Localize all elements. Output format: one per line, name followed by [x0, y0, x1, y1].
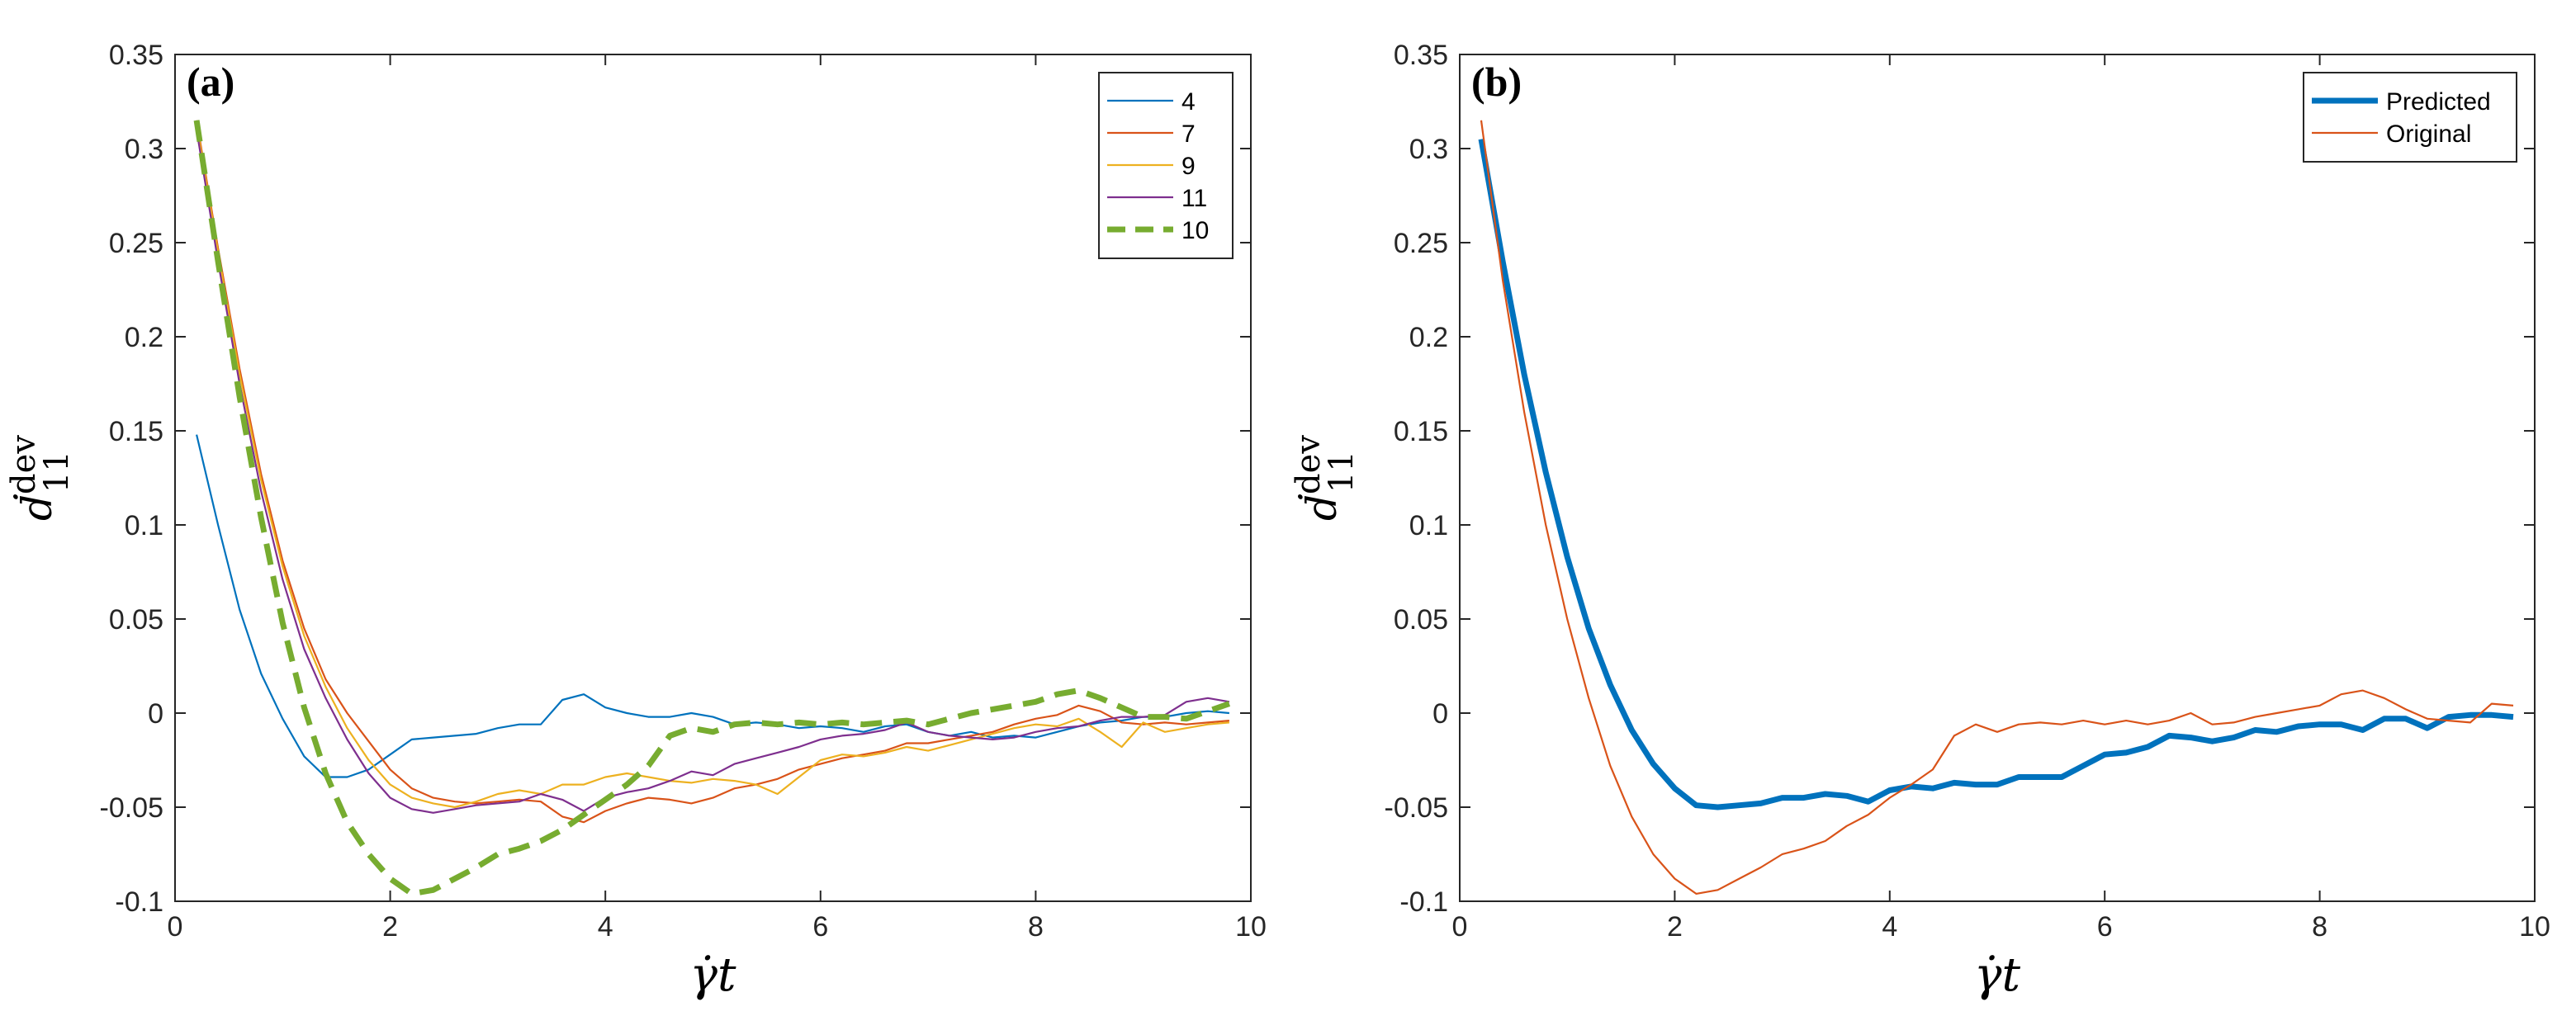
x-tick-label: 10: [2519, 911, 2550, 943]
y-tick-label: -0.1: [115, 886, 163, 918]
legend-label: 10: [1181, 217, 1209, 244]
y-axis-label: ḋdev11: [5, 435, 76, 521]
legend-label: 11: [1181, 185, 1207, 212]
series-line-predicted: [1478, 138, 2514, 810]
x-tick-label: 0: [168, 911, 183, 943]
y-tick-label: 0.1: [1409, 510, 1448, 541]
y-tick-label: -0.05: [1385, 792, 1449, 824]
y-tick-label: 0.15: [109, 416, 163, 447]
series-line-7: [196, 120, 1229, 824]
legend-label: 4: [1181, 88, 1196, 116]
legend: 4 7 9 11 10: [1098, 72, 1234, 259]
y-tick-label: -0.1: [1399, 886, 1448, 918]
x-tick-label: 2: [1667, 911, 1683, 943]
series-line-original: [1480, 120, 2514, 895]
y-tick-label: 0.3: [1409, 134, 1448, 165]
y-tick-label: 0.25: [1394, 228, 1448, 259]
y-tick-label: 0: [1432, 698, 1448, 730]
y-tick-label: 0.1: [125, 510, 163, 541]
panel-b: 0 2 4 6 8 10 -0.1 -0.05 0 0.05 0.1 0.15 0.2 0.25 0.3 0.…: [1290, 40, 2550, 1002]
panel-a: 0 2 4 6 8 10 -0.1 -0.05 0 0.05 0.1 0.15 0.2 0.25 0.3 0.…: [5, 40, 1267, 1002]
x-axis-label: γ̇t: [690, 948, 736, 1002]
y-axis-label: ḋdev11: [1290, 435, 1361, 521]
legend-label: Original: [2386, 121, 2471, 148]
y-tick-label: 0: [148, 698, 163, 730]
x-tick-label: 0: [1452, 911, 1468, 943]
series-line-9: [196, 124, 1229, 809]
panel-label: (a): [187, 59, 234, 105]
plot-area: [174, 54, 1252, 902]
legend-label: 7: [1181, 121, 1196, 148]
series-group: [193, 120, 1231, 897]
panel-label: (b): [1471, 59, 1522, 105]
y-axis-label-sup: dev: [5, 435, 43, 494]
x-tick-label: 4: [598, 911, 613, 943]
y-tick-label: 0.35: [109, 40, 163, 71]
x-axis-label: γ̇t: [1974, 948, 2020, 1002]
y-axis-label-main: ḋ: [12, 494, 61, 521]
series-line-4: [196, 434, 1229, 778]
y-axis-label-sub: 11: [1323, 451, 1361, 493]
x-tick-label: 4: [1882, 911, 1897, 943]
y-axis-label-sub: 11: [38, 451, 76, 493]
y-tick-label: 0.25: [109, 228, 163, 259]
x-tick-label: 10: [1235, 911, 1267, 943]
legend: Predicted Original: [2303, 72, 2517, 163]
y-tick-label: 0.15: [1394, 416, 1448, 447]
y-tick-label: 0.05: [109, 604, 163, 636]
x-tick-label: 8: [1028, 911, 1044, 943]
legend-label: Predicted: [2386, 88, 2491, 116]
x-tick-label: 6: [812, 911, 828, 943]
y-tick-label: 0.2: [1409, 322, 1448, 353]
legend-box: [2303, 72, 2517, 163]
y-axis-label-main: ḋ: [1297, 494, 1346, 521]
plot-area: [1459, 54, 2536, 902]
y-tick-label: 0.05: [1394, 604, 1448, 636]
y-tick-label: 0.3: [125, 134, 163, 165]
series-line-10: [193, 120, 1231, 897]
x-tick-label: 6: [2097, 911, 2113, 943]
y-tick-label: 0.35: [1394, 40, 1448, 71]
x-tick-label: 2: [382, 911, 398, 943]
y-tick-label: -0.05: [100, 792, 164, 824]
x-tick-label: 8: [2312, 911, 2327, 943]
y-tick-label: 0.2: [125, 322, 163, 353]
y-axis-label-sup: dev: [1290, 435, 1328, 494]
legend-label: 9: [1181, 153, 1196, 180]
series-line-11: [196, 130, 1230, 814]
series-group: [1478, 120, 2514, 895]
